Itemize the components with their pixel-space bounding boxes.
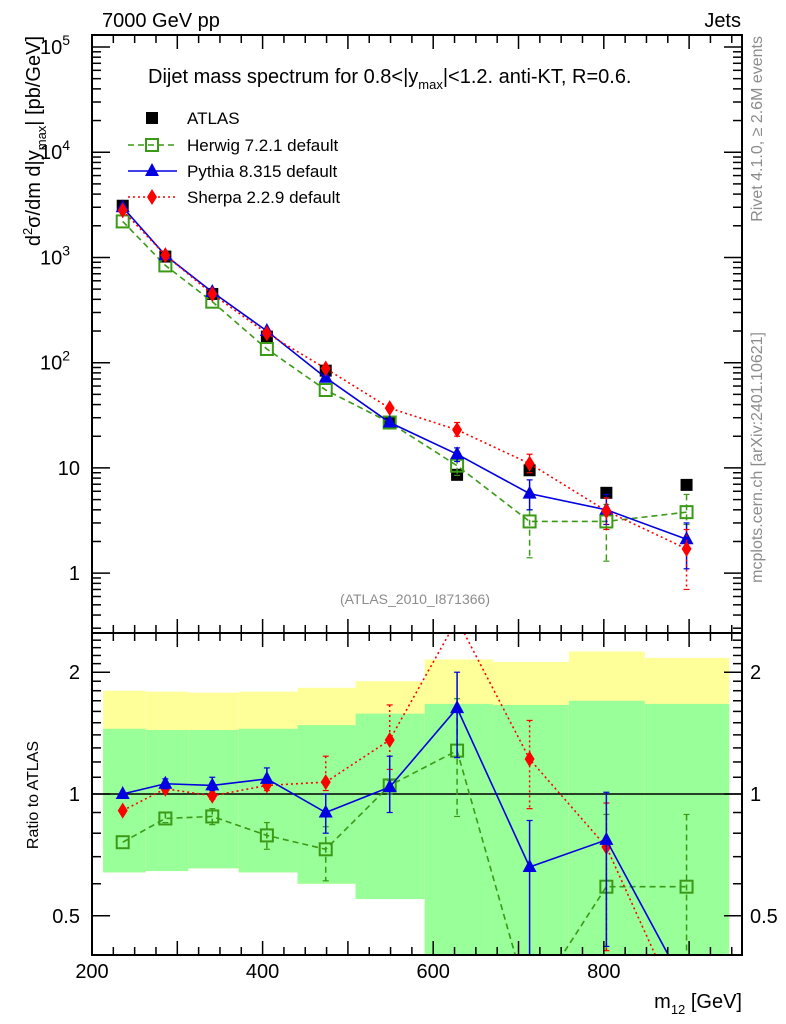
ratio-sherpa-line	[122, 633, 657, 955]
legend-item: Sherpa 2.2.9 default	[128, 188, 340, 207]
ratio-y-tick-label-left: 0.5	[52, 906, 80, 928]
main-y-tick-label: 104	[40, 137, 70, 164]
ratio-bands	[103, 651, 730, 955]
main-sherpa-point	[681, 540, 692, 557]
main-y-tick-label: 103	[40, 242, 70, 269]
main-sherpa-point	[524, 455, 535, 472]
main-sherpa-point	[601, 502, 612, 519]
ratio-herwig-point	[524, 1000, 536, 1012]
main-y-tick-label: 1	[69, 563, 80, 585]
band-inner-bin	[238, 728, 298, 873]
ratio-herwig-point	[115, 835, 130, 850]
plot-title: Dijet mass spectrum for 0.8<|ymax|<1.2. …	[148, 66, 632, 92]
main-herwig-point	[318, 383, 333, 398]
legend-label: Sherpa 2.2.9 default	[187, 188, 340, 207]
main-pythia-point	[679, 531, 694, 545]
x-tick-labels: 200 400 600 800	[75, 961, 620, 983]
main-sherpa-point	[160, 247, 171, 264]
legend-label: Herwig 7.2.1 default	[187, 136, 338, 155]
ratio-y-tick-label-left: 2	[69, 662, 80, 684]
band-inner-bin	[424, 703, 493, 955]
ratio-y-tick-label-left: 1	[69, 784, 80, 806]
main-sherpa-point	[207, 285, 218, 302]
main-pythia-point	[450, 446, 465, 460]
main-sherpa-point	[117, 202, 128, 219]
legend-label: Pythia 8.315 default	[187, 162, 338, 181]
group-label: Jets	[704, 10, 741, 32]
analysis-id-label: (ATLAS_2010_I871366)	[340, 591, 490, 607]
ratio-sherpa-point	[117, 802, 128, 819]
main-atlas-point	[600, 486, 613, 499]
main-sherpa-point	[384, 400, 395, 417]
main-y-axis-label: d2σ/dm d|ymax| [pb/GeV]	[20, 36, 49, 246]
main-atlas-point	[680, 478, 693, 491]
main-sherpa-line	[122, 209, 687, 550]
main-pythia-point	[382, 414, 397, 428]
legend-item: ATLAS	[146, 109, 240, 128]
ratio-herwig-point	[259, 828, 274, 843]
main-pythia-point	[522, 485, 537, 499]
ratio-sherpa-point	[207, 787, 218, 804]
main-sherpa-point	[320, 360, 331, 377]
band-inner-bin	[492, 704, 569, 955]
x-tick-label: 600	[417, 961, 450, 983]
main-sherpa-point	[261, 325, 272, 342]
energy-label: 7000 GeV pp	[102, 10, 220, 32]
legend-marker	[145, 163, 159, 176]
ratio-pythia-point	[205, 777, 220, 791]
ratio-pythia-point	[158, 775, 173, 789]
ratio-pythia-line	[122, 706, 670, 955]
band-inner-bin	[145, 729, 189, 872]
ratio-herwig-point	[205, 809, 220, 824]
ratio-sherpa-point	[320, 774, 331, 791]
main-plot-marks	[115, 199, 694, 591]
main-herwig-point	[679, 505, 694, 520]
legend-label: ATLAS	[187, 109, 240, 128]
legend-item: Herwig 7.2.1 default	[128, 136, 338, 155]
main-herwig-line	[122, 220, 687, 523]
ratio-y-tick-label-right: 1	[750, 784, 761, 806]
ratio-sherpa-point	[452, 611, 462, 627]
main-y-tick-label: 10	[58, 458, 80, 480]
ratio-pythia-point	[259, 770, 274, 784]
main-y-tick-label: 102	[40, 348, 70, 375]
legend-marker	[147, 189, 157, 205]
ratio-plot-marks	[92, 611, 742, 1024]
legend: ATLAS Herwig 7.2.1 default Pythia 8.315 de…	[128, 109, 340, 207]
ratio-pythia-point	[522, 859, 537, 873]
ratio-herwig-point	[679, 879, 694, 894]
ratio-sherpa-point	[384, 731, 395, 748]
ratio-herwig-point	[318, 842, 333, 857]
main-herwig-point	[522, 514, 537, 529]
ratio-y-axis-label: Ratio to ATLAS	[25, 741, 42, 849]
main-herwig-point	[259, 341, 274, 356]
ratio-sherpa-point	[682, 1016, 692, 1024]
legend-marker	[146, 112, 158, 124]
ratio-sherpa-point	[524, 751, 535, 768]
ratio-herwig-point	[158, 811, 173, 826]
x-axis-label: m12 [GeV]	[654, 991, 742, 1017]
mcplots-label: mcplots.cern.ch [arXiv:2401.10621]	[749, 332, 766, 583]
main-y-tick-label: 105	[40, 32, 70, 59]
legend-marker	[145, 138, 159, 152]
ratio-y-tick-labels: 0.5 0.5 1 1 2 2	[52, 662, 778, 928]
rivet-label: Rivet 4.1.0, ≥ 2.6M events	[749, 36, 766, 222]
legend-item: Pythia 8.315 default	[128, 162, 338, 181]
x-tick-label: 200	[75, 961, 108, 983]
main-sherpa-point	[452, 421, 463, 438]
ratio-y-tick-label-right: 2	[750, 662, 761, 684]
x-tick-label: 400	[246, 961, 279, 983]
ratio-pythia-point	[318, 804, 333, 818]
band-inner-bin	[103, 728, 146, 873]
ratio-pythia-point	[450, 700, 465, 714]
axis-ticks	[91, 35, 742, 956]
ratio-pythia-point	[382, 779, 397, 793]
ratio-pythia-point	[599, 831, 614, 845]
ratio-herwig-line	[122, 749, 687, 955]
x-tick-label: 800	[587, 961, 620, 983]
ratio-y-tick-label-right: 0.5	[750, 906, 778, 928]
ratio-pythia-point	[115, 786, 130, 799]
